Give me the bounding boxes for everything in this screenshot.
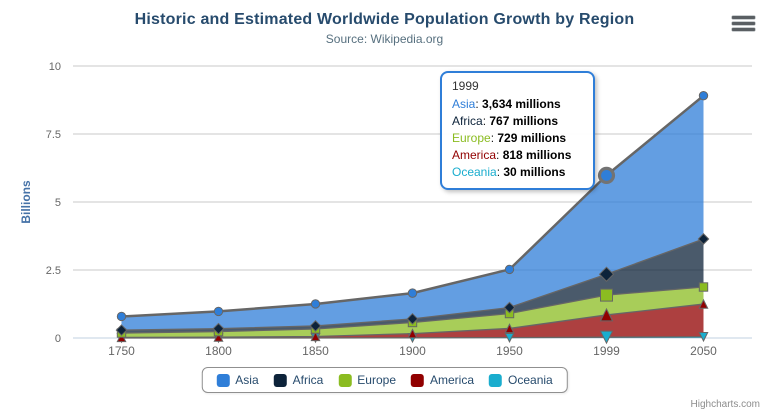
legend-label: America — [430, 373, 475, 387]
legend-label: Africa — [292, 373, 324, 387]
africa-area[interactable] — [121, 238, 704, 334]
y-axis-tick-label: 7.5 — [46, 129, 61, 141]
asia-marker[interactable] — [504, 264, 515, 275]
america-marker[interactable] — [407, 328, 418, 339]
legend-item-asia[interactable]: Asia — [216, 373, 259, 387]
america-marker[interactable] — [213, 331, 224, 342]
export-menu-button[interactable] — [732, 16, 755, 31]
legend-label: Asia — [235, 373, 259, 387]
legend-label: Europe — [357, 373, 397, 387]
asia-marker-hovered[interactable] — [597, 166, 616, 184]
chart-title: Historic and Estimated Worldwide Populat… — [134, 11, 635, 28]
asia-swatch-icon — [216, 373, 230, 387]
america-swatch-icon — [411, 373, 425, 387]
africa-marker[interactable] — [115, 324, 128, 337]
legend-item-oceania[interactable]: Oceania — [489, 373, 553, 387]
x-axis-tick-label: 1750 — [108, 344, 135, 358]
asia-marker[interactable] — [213, 306, 224, 317]
oceania-marker[interactable] — [504, 332, 515, 343]
x-axis-tick-label: 1800 — [205, 344, 232, 358]
asia-marker[interactable] — [116, 311, 127, 322]
africa-marker[interactable] — [212, 322, 225, 335]
oceania-swatch-icon — [489, 373, 503, 387]
america-marker[interactable] — [504, 323, 515, 334]
hamburger-menu-icon — [732, 22, 755, 25]
y-axis-title: Billions — [19, 180, 33, 224]
y-axis-tick-label: 5 — [55, 197, 61, 209]
oceania-marker[interactable] — [599, 330, 614, 345]
europe-swatch-icon — [338, 373, 352, 387]
y-axis-tick-label: 2.5 — [46, 265, 61, 277]
asia-area[interactable] — [121, 95, 704, 331]
america-area[interactable] — [121, 304, 704, 338]
y-axis-tick-label: 0 — [55, 333, 61, 345]
hamburger-menu-icon — [732, 16, 755, 19]
africa-marker[interactable] — [406, 312, 419, 325]
europe-marker[interactable] — [698, 282, 709, 292]
x-axis-tick-label: 1950 — [496, 344, 523, 358]
legend-item-africa[interactable]: Africa — [273, 373, 324, 387]
asia-marker[interactable] — [310, 299, 321, 309]
africa-marker[interactable] — [598, 266, 615, 282]
africa-swatch-icon — [273, 373, 287, 387]
africa-marker[interactable] — [697, 233, 710, 245]
credits-link[interactable]: Highcharts.com — [690, 399, 760, 410]
america-marker[interactable] — [310, 331, 321, 342]
hamburger-menu-icon — [732, 28, 755, 31]
legend-label: Oceania — [508, 373, 553, 387]
africa-marker[interactable] — [309, 320, 322, 332]
america-marker[interactable] — [698, 298, 709, 309]
america-marker[interactable] — [599, 307, 614, 322]
x-axis-tick-label: 1999 — [593, 344, 620, 358]
x-axis-tick-label: 2050 — [690, 344, 717, 358]
asia-marker[interactable] — [698, 90, 709, 101]
legend-item-europe[interactable]: Europe — [338, 373, 396, 387]
europe-marker[interactable] — [600, 288, 613, 302]
x-axis-tick-label: 1850 — [302, 344, 329, 358]
asia-marker[interactable] — [407, 288, 418, 298]
y-axis-tick-label: 10 — [49, 61, 61, 73]
chart-subtitle: Source: Wikipedia.org — [325, 32, 444, 46]
africa-marker[interactable] — [503, 301, 516, 314]
legend: Asia Africa Europe America Oceania — [201, 367, 568, 393]
x-axis-tick-label: 1900 — [399, 344, 426, 358]
oceania-marker[interactable] — [698, 332, 709, 343]
legend-item-america[interactable]: America — [411, 373, 474, 387]
